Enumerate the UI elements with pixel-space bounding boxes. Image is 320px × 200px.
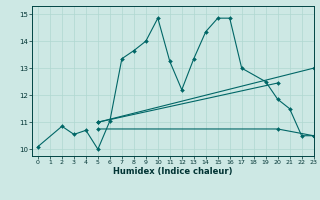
X-axis label: Humidex (Indice chaleur): Humidex (Indice chaleur) xyxy=(113,167,233,176)
